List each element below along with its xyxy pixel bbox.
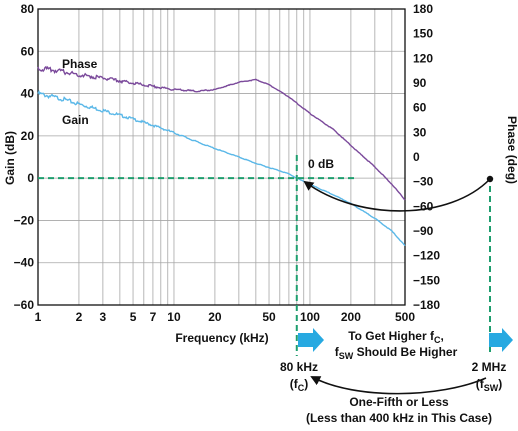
right-tick-label: 60 (413, 101, 427, 115)
fc-arrow-shape (298, 328, 324, 352)
x-tick-label: 500 (395, 310, 415, 324)
left-tick-label: 0 (27, 171, 34, 185)
right-tick-label: −180 (413, 298, 440, 312)
x-tick-label: 100 (300, 310, 320, 324)
plot-border (37, 8, 406, 306)
left-axis-ticks: 80 60 40 20 0 −20 −40 −60 (14, 2, 35, 312)
left-tick-label: 40 (21, 87, 35, 101)
higher-fc-note-line2: fSW Should Be Higher (335, 345, 458, 361)
right-tick-label: 90 (413, 76, 427, 90)
one-fifth-note-line2: (Less than 400 kHz in This Case) (306, 411, 492, 425)
right-tick-label: 150 (413, 27, 433, 41)
right-arrow-icon (298, 328, 324, 352)
one-fifth-curved-arrow (310, 376, 487, 395)
left-tick-label: 20 (21, 129, 35, 143)
series-layer (37, 65, 406, 247)
right-tick-label: −30 (413, 175, 434, 189)
right-tick-label: 0 (413, 150, 420, 164)
one-fifth-note-line1: One-Fifth or Less (349, 395, 449, 409)
right-tick-label: 180 (413, 2, 433, 16)
right-tick-label: −60 (413, 199, 434, 213)
right-axis-ticks: 180 150 120 90 60 30 0 −30 −60 −90 −120 −150 −180 (413, 2, 440, 312)
x-tick-label: 3 (100, 310, 107, 324)
x-tick-label: 20 (208, 310, 222, 324)
x-tick-label: 2 (76, 310, 83, 324)
x-axis-label: Frequency (kHz) (175, 331, 268, 345)
right-tick-label: −90 (413, 224, 434, 238)
left-tick-label: 80 (21, 2, 35, 16)
higher-fc-note-line1: To Get Higher fC, (348, 329, 444, 345)
fsw-origin-dot (486, 175, 494, 183)
right-tick-label: 30 (413, 125, 427, 139)
fsw-to-fc-curved-arrow (303, 178, 491, 212)
fc-symbol-label: (fC) (290, 377, 309, 393)
fc-value-label: 80 kHz (280, 360, 318, 374)
left-tick-label: 60 (21, 44, 35, 58)
left-tick-label: −40 (14, 256, 35, 270)
fsw-value-label: 2 MHz (472, 360, 507, 374)
right-arrow-icon (489, 328, 513, 352)
x-tick-label: 200 (341, 310, 361, 324)
gain-series-line (37, 89, 406, 247)
phase-series-line (37, 65, 406, 201)
right-tick-label: −150 (413, 273, 440, 287)
plot-frame (37, 8, 406, 306)
guide-lines (38, 155, 491, 356)
x-tick-label: 5 (130, 310, 137, 324)
gain-series-label: Gain (62, 113, 89, 127)
x-axis-ticks: 1 2 3 5 7 10 20 50 100 200 500 (35, 310, 416, 324)
x-tick-label: 50 (262, 310, 276, 324)
fsw-arrow-shape (489, 328, 513, 352)
zero-db-label: 0 dB (308, 157, 334, 171)
phase-series-label: Phase (62, 57, 98, 71)
x-tick-label: 7 (150, 310, 157, 324)
y-axis-left-label: Gain (dB) (3, 131, 17, 185)
left-tick-label: −60 (14, 298, 35, 312)
right-tick-label: 120 (413, 51, 433, 65)
grid-lines (38, 9, 405, 305)
fsw-symbol-label: (fSW) (476, 377, 503, 393)
x-tick-label: 10 (167, 310, 181, 324)
right-tick-label: −120 (413, 249, 440, 263)
y-axis-right-label: Phase (deg) (505, 116, 518, 184)
x-tick-label: 1 (35, 310, 42, 324)
left-tick-label: −20 (14, 213, 35, 227)
